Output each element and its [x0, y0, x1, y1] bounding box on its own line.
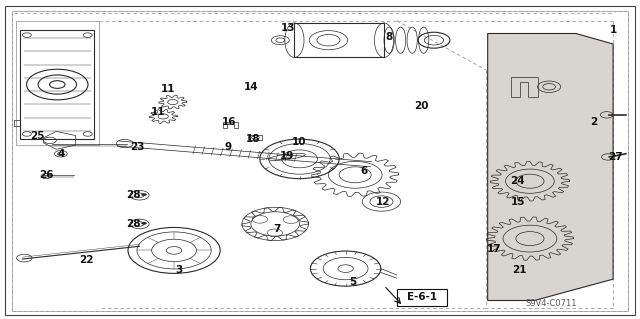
Text: 27: 27 — [609, 152, 623, 162]
Text: 10: 10 — [292, 137, 307, 147]
Bar — [397, 289, 447, 306]
Text: 9: 9 — [224, 142, 232, 152]
Text: 14: 14 — [244, 82, 258, 92]
Text: 18: 18 — [246, 134, 260, 144]
Text: 28: 28 — [126, 219, 140, 229]
Text: 8: 8 — [385, 32, 393, 42]
Bar — [294, 23, 384, 57]
Bar — [20, 30, 94, 139]
Text: 25: 25 — [30, 130, 44, 141]
Text: 2: 2 — [590, 117, 598, 127]
Circle shape — [141, 193, 147, 196]
Circle shape — [141, 222, 147, 225]
Text: 21: 21 — [513, 264, 527, 275]
Text: 3: 3 — [175, 264, 183, 275]
Text: 5: 5 — [349, 277, 357, 287]
Polygon shape — [511, 77, 538, 97]
Text: 17: 17 — [487, 244, 501, 255]
Text: 20: 20 — [414, 101, 428, 111]
Text: E-6-1: E-6-1 — [406, 293, 437, 302]
Text: 22: 22 — [79, 255, 93, 265]
Bar — [248, 135, 262, 140]
Text: 11: 11 — [161, 84, 175, 94]
Text: 28: 28 — [126, 190, 140, 200]
Text: 19: 19 — [280, 151, 294, 161]
Text: 11: 11 — [151, 107, 165, 117]
Text: 6: 6 — [360, 166, 367, 176]
Text: S9V4-C0711: S9V4-C0711 — [526, 299, 577, 308]
Text: 1: 1 — [609, 25, 617, 35]
Text: 26: 26 — [39, 170, 53, 180]
Text: 23: 23 — [131, 142, 145, 152]
Text: 15: 15 — [511, 197, 525, 207]
Text: 7: 7 — [273, 224, 280, 234]
Text: 12: 12 — [376, 197, 390, 207]
Text: 16: 16 — [222, 117, 236, 127]
Text: 24: 24 — [510, 176, 524, 186]
Text: 4: 4 — [57, 149, 65, 159]
Text: 13: 13 — [281, 23, 295, 33]
Polygon shape — [488, 33, 613, 300]
